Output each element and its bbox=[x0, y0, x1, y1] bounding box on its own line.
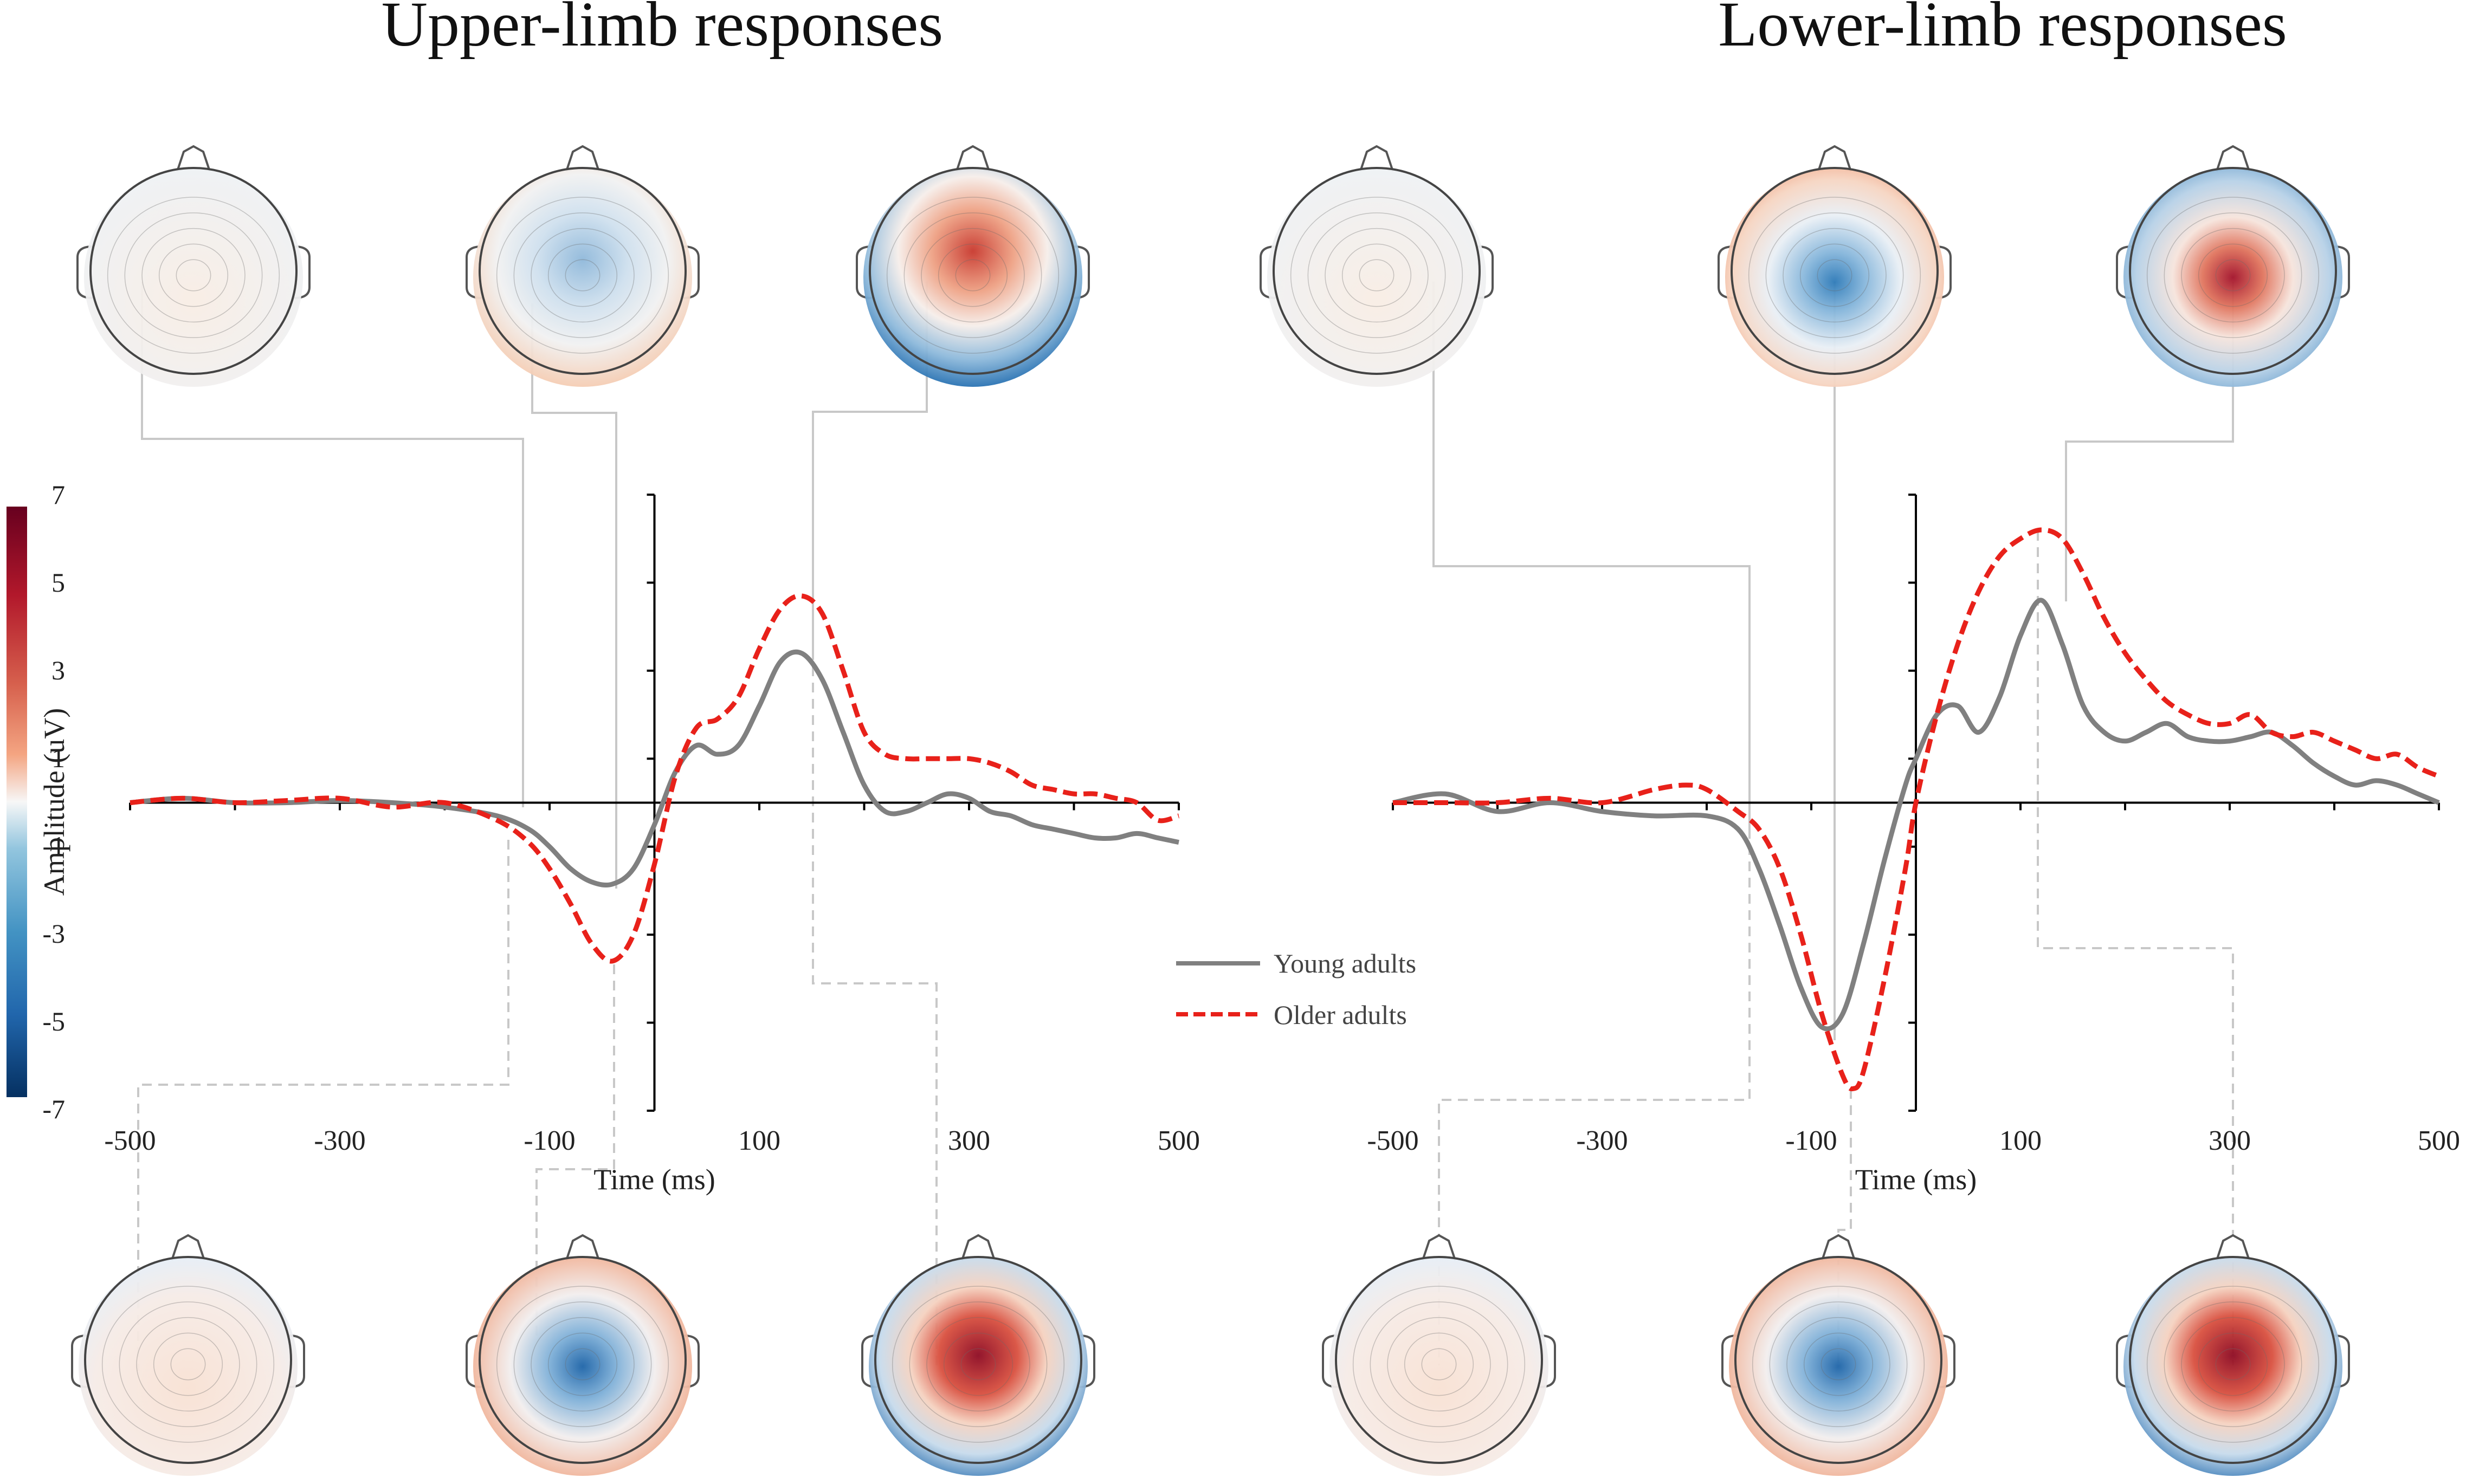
erp-plots: -500 -300 -100 100 300 500 Time (ms) -500 -300 -1… bbox=[104, 494, 2460, 1196]
colorbar-gradient bbox=[7, 507, 27, 1097]
colorbar-tick: -7 bbox=[42, 1094, 65, 1124]
connector-older-upper-1 bbox=[137, 840, 509, 1371]
x-tick-label: -500 bbox=[104, 1125, 156, 1156]
connector-older-lower-1 bbox=[1438, 829, 1751, 1365]
scalp-map-upper-young-2 bbox=[466, 145, 700, 387]
colorbar-tick: -3 bbox=[42, 918, 65, 949]
x-tick-label: -300 bbox=[314, 1125, 365, 1156]
colorbar: 7 5 3 1 -1 -3 -5 -7 Amplitude (uV) bbox=[7, 479, 70, 1124]
series-line-older-adults bbox=[130, 593, 1180, 964]
scalp-map-lower-young-3 bbox=[2116, 145, 2350, 387]
upper-plot: -500 -300 -100 100 300 500 Time (ms) bbox=[104, 494, 1200, 1196]
colorbar-tick: 1 bbox=[51, 743, 65, 773]
scalp-maps bbox=[71, 145, 2350, 1476]
scalp-map-lower-older-3 bbox=[2116, 1234, 2350, 1476]
lower-panel-title: Lower-limb responses bbox=[1718, 0, 2287, 60]
connector-older-upper-3 bbox=[812, 601, 938, 1365]
colorbar-tick: 5 bbox=[51, 567, 65, 598]
scalp-map-lower-young-1 bbox=[1260, 145, 1494, 387]
x-tick-label: -100 bbox=[524, 1125, 575, 1156]
colorbar-tick: 3 bbox=[51, 655, 65, 685]
colorbar-label: Amplitude (uV) bbox=[38, 708, 70, 896]
scalp-map-upper-young-3 bbox=[856, 145, 1090, 387]
x-tick-label: 500 bbox=[1158, 1125, 1200, 1156]
x-tick-label: 100 bbox=[1999, 1125, 2042, 1156]
legend: Young adults Older adults bbox=[1176, 948, 1416, 1030]
x-tick-label: 100 bbox=[738, 1125, 780, 1156]
upper-panel-title: Upper-limb responses bbox=[382, 0, 943, 60]
colorbar-tick: -5 bbox=[42, 1006, 65, 1036]
x-axis-label: Time (ms) bbox=[1855, 1163, 1977, 1196]
series-line-older-adults bbox=[1393, 527, 2440, 1092]
connector-lines-dashed bbox=[137, 531, 2234, 1371]
x-axis-label: Time (ms) bbox=[593, 1163, 715, 1196]
connector-young-lower-1 bbox=[1432, 282, 1751, 834]
scalp-map-upper-older-1 bbox=[71, 1234, 305, 1476]
scalp-map-lower-young-2 bbox=[1718, 145, 1952, 387]
connector-older-upper-2 bbox=[535, 964, 615, 1338]
x-tick-label: -100 bbox=[1785, 1125, 1837, 1156]
scalp-map-upper-older-3 bbox=[861, 1234, 1095, 1476]
scalp-map-upper-young-1 bbox=[76, 145, 311, 387]
scalp-map-upper-older-2 bbox=[466, 1234, 700, 1476]
lower-plot: -500 -300 -100 100 300 500 Time (ms) bbox=[1367, 494, 2460, 1196]
x-tick-label: 500 bbox=[2418, 1125, 2460, 1156]
connector-young-upper-2 bbox=[531, 303, 617, 889]
connector-lines bbox=[141, 282, 2234, 1040]
colorbar-tick: -1 bbox=[42, 831, 65, 861]
legend-young-label: Young adults bbox=[1274, 948, 1416, 978]
connector-older-lower-3 bbox=[2037, 531, 2234, 1365]
colorbar-tick: 7 bbox=[51, 479, 65, 510]
legend-older-label: Older adults bbox=[1274, 1000, 1407, 1030]
scalp-map-lower-older-1 bbox=[1322, 1234, 1556, 1476]
series-line-young-adults bbox=[130, 649, 1179, 887]
x-tick-label: -500 bbox=[1367, 1125, 1418, 1156]
x-tick-label: 300 bbox=[948, 1125, 990, 1156]
scalp-map-lower-older-2 bbox=[1721, 1234, 1955, 1476]
x-tick-label: -300 bbox=[1576, 1125, 1628, 1156]
x-tick-label: 300 bbox=[2209, 1125, 2251, 1156]
